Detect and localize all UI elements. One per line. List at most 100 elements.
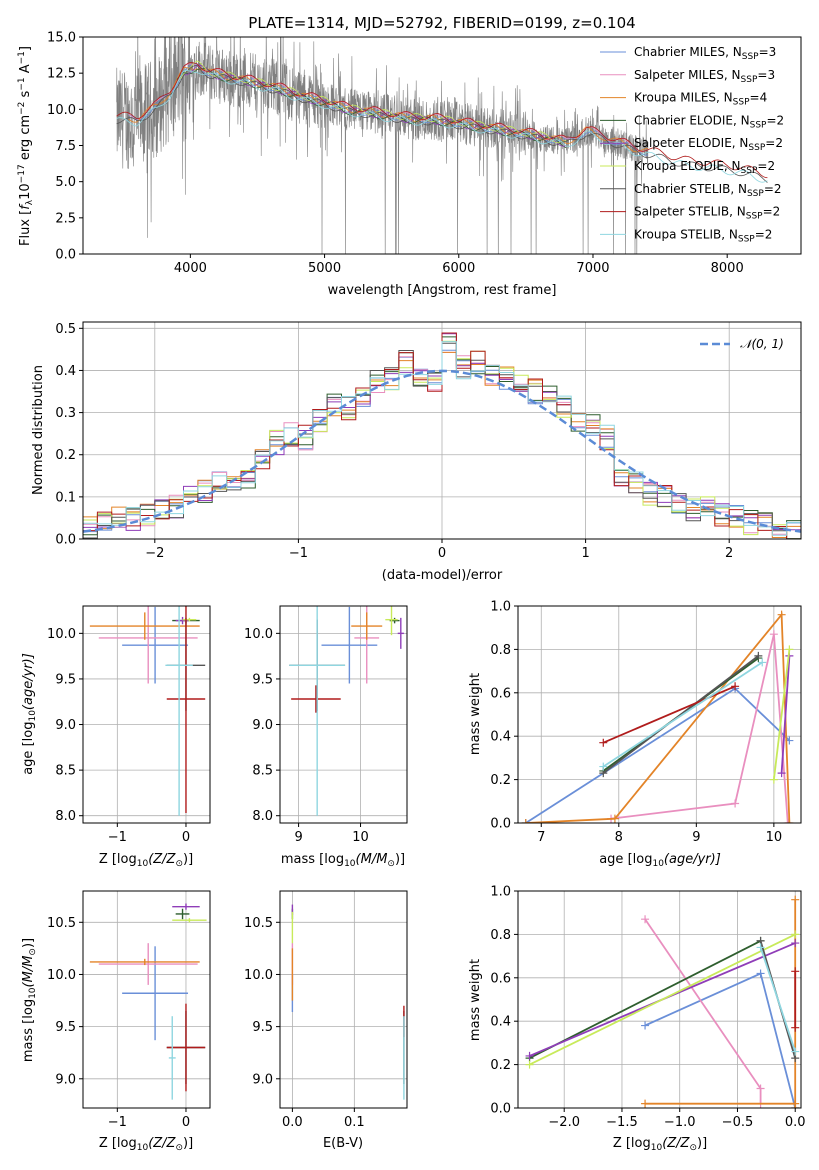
y-axis-label-part: −2	[17, 102, 27, 115]
weight-line	[529, 940, 762, 1059]
weight-line	[602, 685, 736, 744]
y-tick-label: 10.0	[47, 968, 76, 983]
y-tick-label: 0.4	[55, 364, 76, 379]
axes-frame	[279, 890, 408, 1109]
model-line	[116, 65, 768, 183]
x-tick-label: 7000	[576, 261, 609, 276]
x-tick-label: 0	[182, 1115, 190, 1130]
y-axis-label-part: Flux [	[18, 210, 33, 246]
legend-label-part: =2	[766, 113, 784, 127]
y-tick-label: 0.0	[490, 817, 511, 832]
x-tick-label: −2	[145, 546, 164, 561]
weight-marker	[641, 915, 650, 924]
y-axis-label: mass [log10(M/M⊙)]	[21, 938, 38, 1062]
y-axis-label-part: mass [log	[21, 999, 36, 1062]
x-axis-label-part: (Z/Z	[662, 1136, 690, 1151]
x-tick-label: 9	[294, 830, 302, 845]
weight-marker	[791, 939, 800, 948]
y-tick-label: 9.0	[252, 1072, 273, 1087]
weight-marker	[758, 658, 767, 667]
histogram-step	[83, 332, 801, 539]
y-axis-label-part: 10	[18, 183, 33, 200]
y-axis-label-part: (age/yr)]	[21, 653, 36, 710]
x-axis-label-part: 10	[344, 859, 356, 869]
x-tick-label: −0.5	[722, 1115, 754, 1130]
model-line	[116, 70, 768, 183]
y-tick-label: 9.5	[252, 1020, 273, 1035]
y-axis-label: age [log10(age/yr)]	[21, 653, 38, 775]
legend-label-part: Kroupa MILES, N	[634, 91, 733, 105]
y-tick-label: 15.0	[47, 31, 76, 46]
y-tick-label: 9.5	[55, 1020, 76, 1035]
y-tick-label: 8.5	[252, 764, 273, 779]
x-axis-label-part: 10	[137, 859, 149, 869]
figure-title: PLATE=1314, MJD=52792, FIBERID=0199, z=0…	[248, 14, 635, 32]
legend-label-part: =3	[757, 68, 775, 82]
y-tick-label: 0.5	[55, 322, 76, 337]
plot-area	[521, 610, 794, 823]
x-axis-label-part: 10	[652, 859, 664, 869]
y-axis-label-part: −17	[17, 164, 27, 183]
y-axis-label-part: (M/M	[21, 956, 36, 988]
y-tick-label: 7.5	[55, 139, 76, 154]
x-axis-label-part: Z [log	[99, 1136, 137, 1151]
x-tick-label: 10	[766, 830, 783, 845]
plot-area	[89, 903, 207, 1100]
plot-area	[289, 606, 404, 816]
y-tick-label: 12.5	[47, 67, 76, 82]
x-tick-label: 6000	[442, 261, 475, 276]
weight-marker	[754, 651, 763, 660]
weight-marker	[791, 930, 800, 939]
x-axis-label-part: )]	[395, 852, 405, 867]
x-axis-label-part: )]	[183, 852, 193, 867]
y-tick-label: 10.0	[47, 627, 76, 642]
y-tick-label: 2.5	[55, 211, 76, 226]
legend-label-part: SSP	[748, 143, 765, 153]
x-tick-label: 0	[182, 830, 190, 845]
legend-label-part: SSP	[738, 234, 755, 244]
y-tick-label: 5.0	[55, 175, 76, 190]
weight-marker	[791, 895, 800, 904]
x-axis-label-part: ⊙	[175, 859, 183, 869]
plot-area	[291, 904, 405, 1100]
weight-marker	[525, 1060, 534, 1069]
weight-line	[645, 899, 797, 1108]
panel-age-vs-Z: −1 08.08.59.09.510.0Z [log10(Z/Z⊙)]age [l…	[21, 605, 211, 869]
legend-label-part: SSP	[747, 189, 764, 199]
weight-line	[644, 972, 797, 1108]
x-tick-label: 8000	[711, 261, 744, 276]
y-tick-label: 10.0	[244, 968, 273, 983]
weight-marker	[769, 630, 778, 639]
x-tick-label: 5000	[308, 261, 341, 276]
y-tick-label: 0.2	[55, 448, 76, 463]
y-tick-label: 10.0	[244, 627, 273, 642]
legend-label-part: Kroupa ELODIE, N	[634, 159, 741, 173]
weight-marker	[756, 943, 765, 952]
weight-line	[759, 947, 797, 1052]
weight-marker	[641, 1099, 650, 1108]
weight-marker	[525, 1051, 534, 1060]
y-axis-label: Normed distribution	[31, 365, 46, 495]
x-tick-label: 0.1	[344, 1115, 365, 1130]
y-tick-label: 1.0	[490, 600, 511, 615]
y-axis-label-part: −1	[17, 51, 27, 64]
x-axis-label-part: ⊙	[175, 1143, 183, 1153]
panel-spectrum: 4000 5000 6000 7000 8000 0.0 2.5 5.0 7.5 10.0 12.5…	[17, 31, 802, 298]
legend-label-part: SSP	[741, 75, 758, 85]
x-axis-label-part: Z [log	[613, 1136, 651, 1151]
x-tick-label: 4000	[174, 261, 207, 276]
weight-marker	[731, 682, 740, 691]
panel-residuals: −2 −1 0 1 2 0.0 0.1 0.2 0.3 0.4 0.5 𝒩(0, 1) (data-mo…	[31, 321, 802, 583]
legend-label-part: =2	[763, 205, 781, 219]
x-tick-label: 8	[615, 830, 623, 845]
x-tick-label: 9	[692, 830, 700, 845]
weight-marker	[791, 1047, 800, 1056]
y-tick-label: 0.4	[490, 1015, 511, 1030]
x-axis-label-part: (M/M	[356, 852, 388, 867]
weight-line	[529, 933, 796, 1066]
x-tick-label: 0.0	[282, 1115, 303, 1130]
x-axis-label: age [log10(age/yr)]	[599, 852, 721, 869]
x-axis-label-part: 10	[137, 1143, 149, 1153]
legend-label-part: SSP	[741, 166, 758, 176]
